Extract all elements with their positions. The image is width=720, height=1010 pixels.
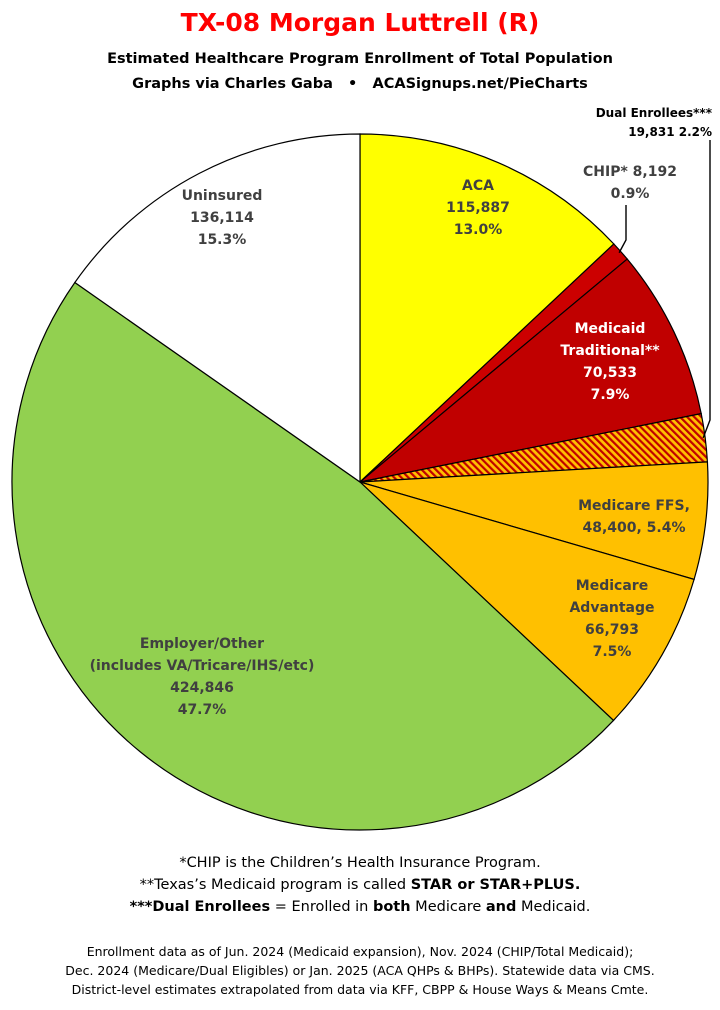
label-medicare_ffs-line: 48,400, 5.4%: [582, 520, 685, 536]
label-medicare_adv: Medicare Advantage 66,793 7.5%: [569, 578, 654, 660]
label-uninsured-line: 136,114: [190, 210, 254, 226]
leader-dual: [702, 140, 711, 439]
label-medicaid-line: 70,533: [583, 365, 637, 381]
footer-line-3: District-level estimates extrapolated fr…: [71, 982, 649, 997]
note-dual-text3: Medicaid.: [516, 899, 591, 915]
leader-chip: [618, 205, 627, 254]
pie-labels: ACA 115,887 13.0% CHIP* 8,192 0.9% Medicaid Tr…: [90, 106, 713, 718]
label-uninsured-line: 15.3%: [198, 232, 247, 248]
note-dual-text1: = Enrolled in: [270, 899, 373, 915]
slice-employer: [11, 281, 615, 831]
footnotes: *CHIP is the Children’s Health Insurance…: [0, 852, 720, 918]
label-medicare_adv-line: 7.5%: [593, 644, 632, 660]
label-medicare_adv-line: Advantage: [569, 600, 654, 616]
label-medicare_ffs: Medicare FFS, 48,400, 5.4%: [578, 498, 690, 536]
label-dual: Dual Enrollees*** 19,831 2.2%: [596, 106, 713, 139]
chart-credit: Graphs via Charles Gaba • ACASignups.net…: [0, 76, 720, 92]
chart-subtitle: Estimated Healthcare Program Enrollment …: [107, 51, 613, 67]
label-employer-line: (includes VA/Tricare/IHS/etc): [90, 658, 315, 674]
slice-aca: [359, 133, 615, 484]
note-dual-text2: Medicare: [410, 899, 486, 915]
note-dual: ***Dual Enrollees = Enrolled in both Med…: [0, 896, 720, 918]
label-aca-line: ACA: [462, 178, 494, 194]
credit-bullet: •: [348, 76, 358, 92]
note-dual-bold2: both: [372, 899, 411, 915]
label-chip-line: CHIP* 8,192: [583, 164, 677, 180]
label-aca-line: 13.0%: [454, 222, 503, 238]
label-dual-line: Dual Enrollees***: [596, 106, 713, 120]
label-employer: Employer/Other (includes VA/Tricare/IHS/e…: [90, 636, 315, 718]
label-medicare_adv-line: 66,793: [585, 622, 639, 638]
credit-right: ACASignups.net/PieCharts: [372, 76, 588, 92]
label-employer-line: 47.7%: [178, 702, 227, 718]
note-dual-bold3: and: [485, 899, 517, 915]
note-chip: *CHIP is the Children’s Health Insurance…: [179, 855, 541, 871]
chart-title: TX-08 Morgan Luttrell (R): [180, 8, 540, 37]
label-medicare_adv-line: Medicare: [576, 578, 648, 594]
source-footer: Enrollment data as of Jun. 2024 (Medicai…: [0, 942, 720, 999]
label-uninsured: Uninsured 136,114 15.3%: [182, 188, 263, 248]
note-medicaid-text: **Texas’s Medicaid program is called: [139, 877, 411, 893]
slice-medicare_adv: [359, 481, 695, 722]
label-chip: CHIP* 8,192 0.9%: [583, 164, 677, 202]
slice-uninsured: [74, 133, 361, 484]
note-dual-bold: ***Dual Enrollees: [129, 899, 271, 915]
pie-chart: ACA 115,887 13.0% CHIP* 8,192 0.9% Medicaid Tr…: [11, 106, 713, 831]
label-medicaid-line: Medicaid: [575, 321, 646, 337]
note-medicaid: **Texas’s Medicaid program is called STA…: [0, 874, 720, 896]
label-chip-line: 0.9%: [611, 186, 650, 202]
pie-slices: [11, 133, 709, 831]
label-aca: ACA 115,887 13.0%: [446, 178, 510, 238]
label-medicaid: Medicaid Traditional** 70,533 7.9%: [560, 321, 660, 403]
label-employer-line: Employer/Other: [140, 636, 264, 652]
label-uninsured-line: Uninsured: [182, 188, 263, 204]
footer-line-2: Dec. 2024 (Medicare/Dual Eligibles) or J…: [65, 963, 655, 978]
note-medicaid-bold: STAR or STAR+PLUS.: [410, 877, 581, 893]
label-aca-line: 115,887: [446, 200, 510, 216]
label-medicare_ffs-line: Medicare FFS,: [578, 498, 690, 514]
label-medicaid-line: 7.9%: [591, 387, 630, 403]
label-dual-line: 19,831 2.2%: [628, 125, 712, 139]
footer-line-1: Enrollment data as of Jun. 2024 (Medicai…: [86, 944, 634, 959]
label-medicaid-line: Traditional**: [560, 343, 660, 359]
credit-left: Graphs via Charles Gaba: [132, 76, 333, 92]
label-employer-line: 424,846: [170, 680, 234, 696]
slice-medicaid: [359, 258, 702, 483]
